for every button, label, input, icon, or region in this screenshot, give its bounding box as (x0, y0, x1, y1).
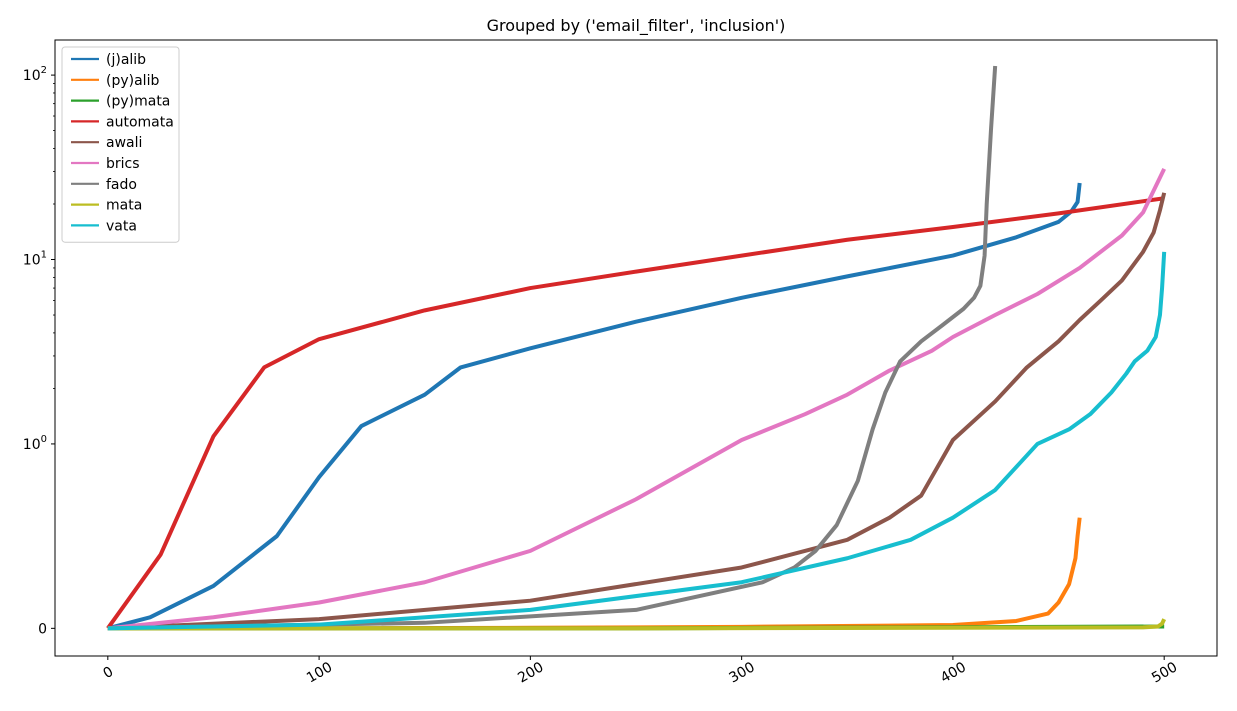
legend-label: brics (106, 156, 140, 172)
series-line-3 (106, 196, 1165, 630)
series-line-6 (107, 65, 998, 631)
y-tick-label: 100 (23, 434, 47, 453)
legend-label: vata (106, 218, 137, 234)
legend-label: mata (106, 198, 142, 214)
y-tick-label: 101 (23, 250, 47, 269)
chart-title: Grouped by ('email_filter', 'inclusion') (487, 16, 786, 36)
series-line-7 (107, 618, 1166, 631)
legend-label: (py)alib (106, 73, 159, 89)
legend-box (61, 46, 180, 243)
series-line-5 (107, 168, 1166, 631)
y-axis: 0 100 101 102 (23, 65, 55, 637)
legend-label: fado (106, 177, 137, 193)
y-tick-label: 102 (23, 65, 47, 84)
legend-label: awali (106, 135, 142, 151)
series-line-0 (107, 182, 1082, 631)
legend-label: (py)mata (106, 94, 170, 110)
legend: (j)alib (py)alib (py)mata automata awali bric… (61, 46, 180, 243)
series-line-8 (107, 251, 1167, 631)
series-line-4 (107, 192, 1167, 631)
plot-frame (54, 39, 1218, 657)
legend-label: (j)alib (106, 52, 146, 68)
plot-area (106, 65, 1167, 631)
y-tick-label: 0 (38, 621, 47, 637)
legend-label: automata (106, 114, 174, 130)
